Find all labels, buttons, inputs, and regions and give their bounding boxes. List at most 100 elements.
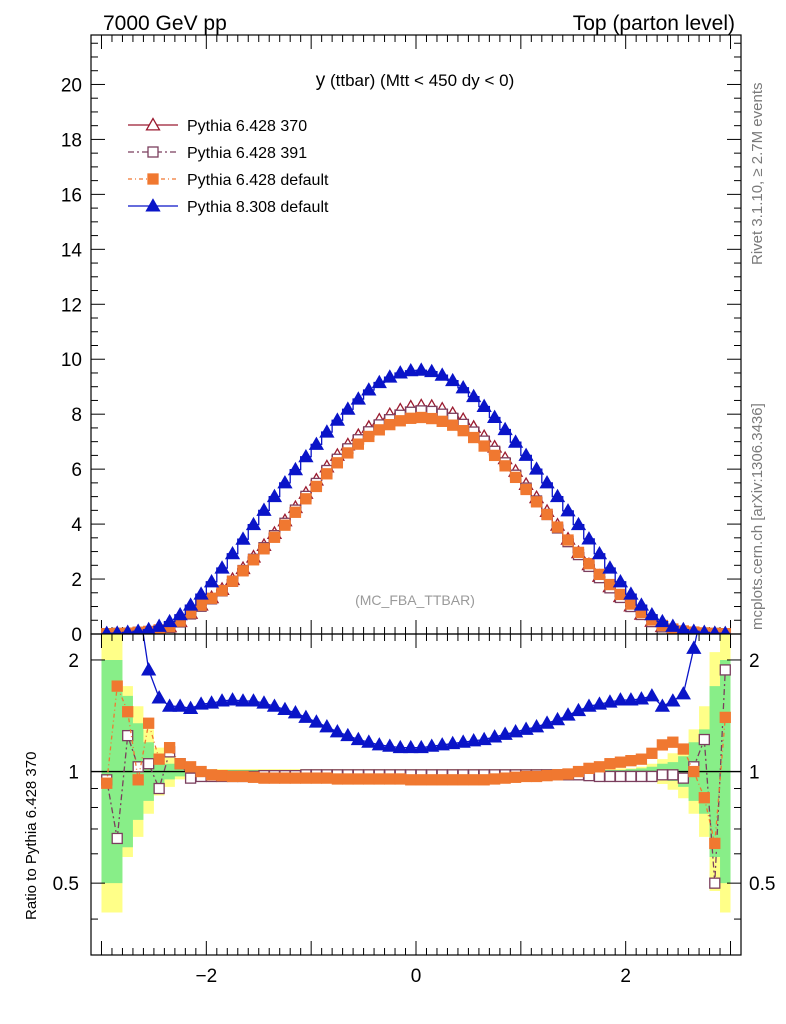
data-point — [214, 560, 230, 574]
ratio-point — [143, 717, 155, 729]
ratio-point — [656, 739, 669, 751]
y-tick-label-main: 20 — [61, 75, 82, 96]
ratio-point — [413, 739, 429, 754]
ratio-point — [121, 578, 134, 589]
data-point — [478, 440, 490, 452]
data-point — [172, 606, 188, 621]
ratio-point — [174, 758, 186, 770]
ratio-point — [237, 770, 249, 783]
main-panel: 0 2 4 6 8 10 12 14 16 18 20 y (ttbar) (Mtt < 450 dy… — [61, 34, 742, 646]
data-point — [455, 379, 471, 394]
data-point — [237, 565, 249, 577]
ratio-point — [507, 724, 524, 738]
ratio-point — [153, 782, 165, 795]
data-point — [122, 624, 134, 634]
data-point — [235, 531, 251, 545]
ratio-point — [392, 739, 408, 754]
ratio-point — [719, 711, 731, 724]
data-point — [342, 447, 354, 459]
ratio-point — [426, 774, 438, 786]
data-point — [141, 621, 156, 634]
data-point — [625, 598, 637, 610]
ratio-point — [445, 735, 461, 750]
data-point — [361, 382, 377, 396]
y-tick-label-main: 18 — [61, 130, 82, 151]
data-point — [101, 625, 112, 634]
ratio-series-pythia-6-428-default — [101, 680, 731, 850]
y-tick-label-main: 2 — [71, 570, 82, 591]
mcplots-label: mcplots.cern.ch [arXiv:1306.3436] — [749, 403, 766, 630]
data-point — [319, 424, 335, 438]
ratio-point — [593, 761, 606, 773]
ratio-point — [184, 772, 197, 784]
ratio-point — [111, 568, 124, 579]
ratio-point — [151, 690, 167, 704]
data-point — [287, 461, 304, 476]
ratio-point — [560, 707, 576, 721]
legend-label: Pythia 6.428 391 — [187, 145, 307, 162]
ratio-point — [132, 594, 145, 605]
ratio-point — [623, 692, 639, 706]
data-point — [195, 599, 207, 611]
ratio-point — [340, 727, 356, 742]
ratio-point — [373, 773, 385, 785]
ratio-point — [635, 753, 648, 765]
ratio-point — [667, 736, 679, 748]
series-pythia-8-308-default — [101, 362, 731, 634]
ratio-point — [434, 737, 450, 751]
data-point — [468, 431, 480, 444]
y-tick-label-ratio-right: 1 — [749, 763, 760, 784]
ratio-point — [604, 758, 616, 770]
ratio-point — [143, 758, 155, 770]
ratio-point — [424, 738, 440, 752]
data-point — [665, 618, 681, 632]
data-point — [310, 480, 323, 493]
data-point — [266, 488, 283, 503]
ratio-point — [602, 694, 618, 708]
ratio-point — [132, 774, 144, 786]
ratio-point — [247, 771, 260, 783]
data-point — [300, 493, 312, 505]
data-point — [162, 613, 178, 628]
data-point — [289, 506, 302, 518]
data-point — [415, 411, 427, 424]
ratio-point — [570, 702, 587, 717]
ratio-plot-area — [91, 563, 741, 913]
ratio-point — [487, 729, 503, 743]
ratio-point — [342, 773, 354, 785]
ratio-point — [193, 696, 209, 710]
legend: Pythia 6.428 370 Pythia 6.428 391 Pythia 6… — [128, 117, 329, 216]
data-point — [541, 508, 553, 521]
ratio-point — [279, 772, 291, 784]
y-tick-label-main: 12 — [61, 295, 82, 316]
data-point — [602, 560, 618, 574]
y-tick-label-main: 4 — [71, 515, 82, 536]
data-point — [509, 471, 522, 484]
x-tick-label: 0 — [411, 966, 422, 987]
ratio-point — [371, 737, 387, 751]
ratio-point — [361, 734, 377, 748]
data-point — [539, 475, 555, 489]
data-point — [224, 545, 241, 560]
data-point — [497, 421, 513, 436]
ratio-point — [497, 726, 513, 740]
ratio-point — [405, 774, 417, 786]
data-point — [426, 412, 438, 425]
data-point — [499, 460, 511, 472]
data-point — [676, 621, 691, 634]
data-point — [245, 516, 262, 531]
ratio-point — [100, 563, 113, 574]
data-point — [654, 613, 670, 628]
main-series-layer — [101, 362, 731, 634]
data-point — [340, 401, 356, 415]
ratio-point — [298, 709, 314, 723]
data-point — [434, 367, 450, 381]
legend-marker — [145, 117, 161, 131]
ratio-point — [698, 733, 710, 746]
data-point — [644, 606, 660, 621]
ratio-y-axis-label: Ratio to Pythia 6.428 370 — [23, 752, 40, 920]
ratio-point — [111, 680, 123, 692]
ratio-point — [614, 756, 627, 768]
data-point — [488, 449, 501, 462]
